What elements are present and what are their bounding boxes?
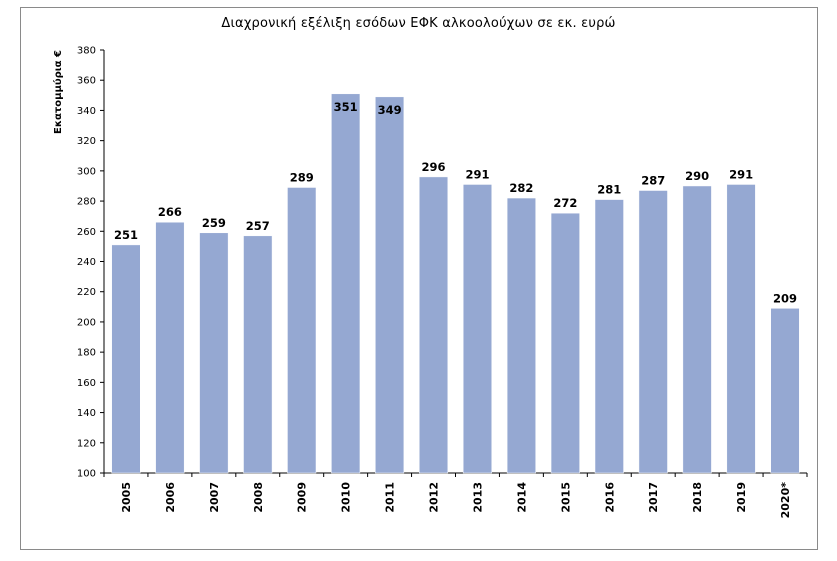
y-tick-label: 120	[77, 438, 96, 449]
data-label: 259	[202, 216, 226, 230]
data-labels: 251 266 259 257 289 351 349 296 291 282 272 281 287 2…	[114, 100, 797, 306]
data-label: 266	[158, 205, 182, 219]
chart-title: Διαχρονική εξέλιξη εσόδων ΕΦΚ αλκοολούχω…	[221, 16, 616, 31]
bar	[726, 184, 756, 474]
y-tick-label: 240	[77, 257, 96, 268]
y-tick-label: 340	[77, 106, 96, 117]
bar	[638, 190, 668, 474]
bar	[375, 96, 405, 474]
x-tick-label: 2005	[120, 482, 133, 513]
x-tick-label: 2012	[428, 482, 441, 513]
bar	[243, 235, 273, 474]
x-tick-label: 2016	[603, 482, 616, 513]
y-tick-label: 300	[77, 166, 96, 177]
y-tick-label: 200	[77, 317, 96, 328]
data-label: 291	[729, 167, 753, 181]
x-tick-label: 2011	[384, 482, 397, 513]
data-label: 287	[641, 173, 665, 187]
data-label: 209	[773, 291, 797, 305]
bar	[331, 93, 361, 474]
x-tick-label: 2010	[340, 482, 353, 513]
data-label: 291	[465, 167, 489, 181]
data-label: 351	[334, 100, 358, 114]
y-tick-label: 160	[77, 378, 96, 389]
bar	[462, 184, 492, 474]
x-tick-label: 2019	[735, 482, 748, 513]
x-tick-label: 2017	[647, 482, 660, 513]
x-tick-label: 2020*	[779, 482, 792, 519]
bar	[550, 212, 580, 474]
y-tick-label: 380	[77, 46, 96, 57]
bar	[594, 199, 624, 474]
y-tick-label: 320	[77, 136, 96, 147]
data-label: 272	[553, 196, 577, 210]
bar	[770, 308, 800, 474]
bars	[111, 93, 800, 474]
data-label: 290	[685, 169, 709, 183]
x-tick-label: 2018	[691, 482, 704, 513]
bar	[506, 197, 536, 474]
data-label: 289	[290, 170, 314, 184]
bar	[111, 244, 141, 474]
y-tick-label: 180	[77, 348, 96, 359]
y-tick-label: 260	[77, 227, 96, 238]
x-tick-label: 2009	[296, 482, 309, 513]
data-label: 296	[422, 160, 446, 174]
y-tick-label: 280	[77, 197, 96, 208]
x-tick-label: 2007	[208, 482, 221, 513]
bar	[199, 232, 229, 474]
bar	[287, 187, 317, 474]
bar	[682, 185, 712, 474]
x-tick-label: 2006	[164, 482, 177, 513]
y-tick-label: 140	[77, 408, 96, 419]
bar	[419, 176, 449, 474]
data-label: 281	[597, 183, 621, 197]
axes: 100 120 140 160 180 200 220 240 260 280 300 320 340 3…	[77, 46, 808, 519]
data-label: 257	[246, 219, 270, 233]
data-label: 282	[509, 181, 533, 195]
x-tick-label: 2014	[515, 482, 528, 513]
bar	[155, 221, 185, 474]
data-label: 349	[378, 103, 402, 117]
x-tick-label: 2013	[471, 482, 484, 513]
data-label: 251	[114, 228, 138, 242]
y-tick-label: 360	[77, 76, 96, 87]
y-axis-label: Εκατομμύρια €	[52, 50, 64, 134]
x-tick-label: 2008	[252, 482, 265, 513]
y-tick-label: 220	[77, 287, 96, 298]
y-tick-label: 100	[77, 469, 96, 480]
x-tick-label: 2015	[559, 482, 572, 513]
